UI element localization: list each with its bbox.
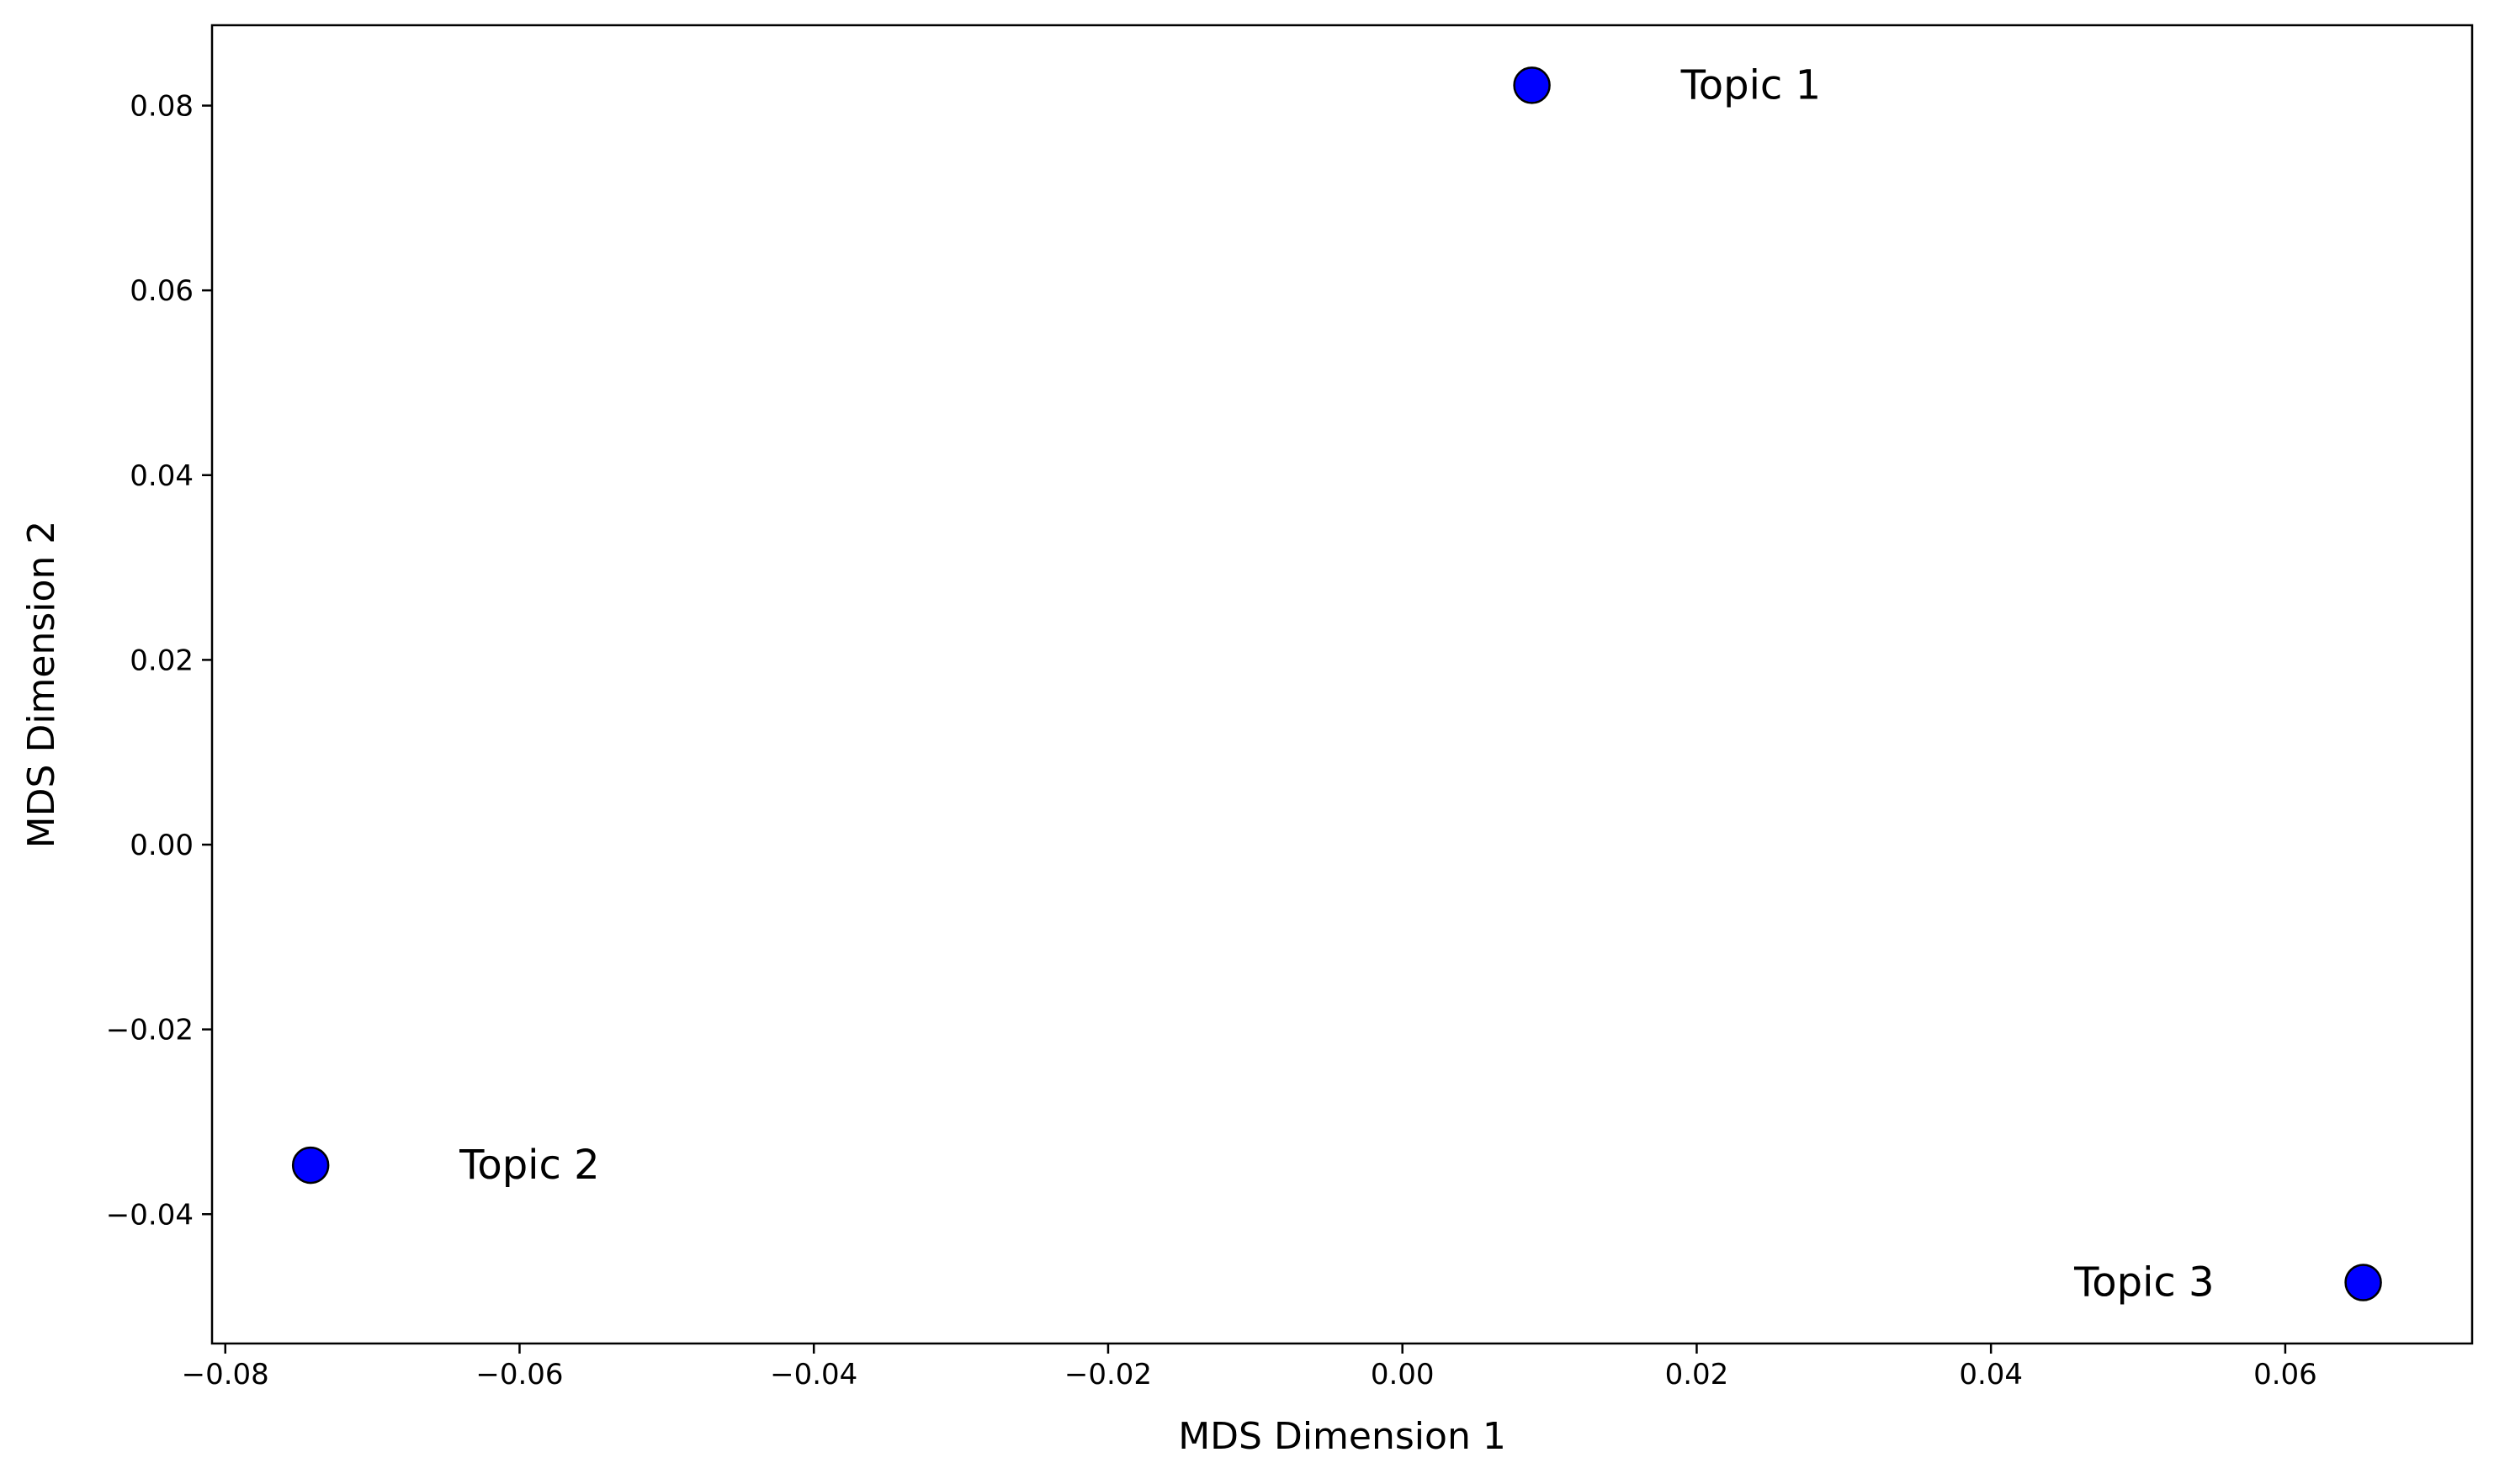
x-tick-label: −0.06	[475, 1358, 563, 1391]
x-tick-label: −0.04	[770, 1358, 857, 1391]
x-axis-label: MDS Dimension 1	[1178, 1415, 1506, 1458]
point-label: Topic 2	[459, 1142, 600, 1189]
data-points: Topic 1 Topic 2 Topic 3	[291, 61, 2382, 1306]
y-tick-label: 0.04	[130, 459, 194, 493]
y-tick-label: 0.00	[130, 829, 194, 862]
y-tick-label: 0.08	[130, 90, 194, 124]
x-tick-label: −0.02	[1064, 1358, 1152, 1391]
point-label: Topic 1	[1680, 61, 1822, 109]
x-tick-label: −0.08	[182, 1358, 269, 1391]
data-point	[291, 1146, 330, 1185]
x-axis-ticks: −0.08 −0.06 −0.04 −0.02 0.00 0.02 0.04 0.06	[182, 1344, 2317, 1391]
x-tick-label: 0.00	[1371, 1358, 1435, 1391]
y-tick-label: −0.04	[106, 1198, 194, 1232]
y-axis-ticks: −0.04 −0.02 0.00 0.02 0.04 0.06 0.08	[106, 90, 212, 1232]
x-tick-label: 0.04	[1959, 1358, 2023, 1391]
data-point	[2344, 1264, 2382, 1301]
x-tick-label: 0.06	[2253, 1358, 2317, 1391]
y-tick-label: 0.06	[130, 274, 194, 308]
point-label: Topic 3	[2073, 1259, 2215, 1306]
y-tick-label: 0.02	[130, 644, 194, 677]
data-point	[1513, 66, 1551, 104]
y-axis-label: MDS Dimension 2	[20, 521, 63, 849]
y-tick-label: −0.02	[106, 1014, 194, 1047]
x-tick-label: 0.02	[1665, 1358, 1729, 1391]
plot-area-frame	[210, 24, 2474, 1345]
